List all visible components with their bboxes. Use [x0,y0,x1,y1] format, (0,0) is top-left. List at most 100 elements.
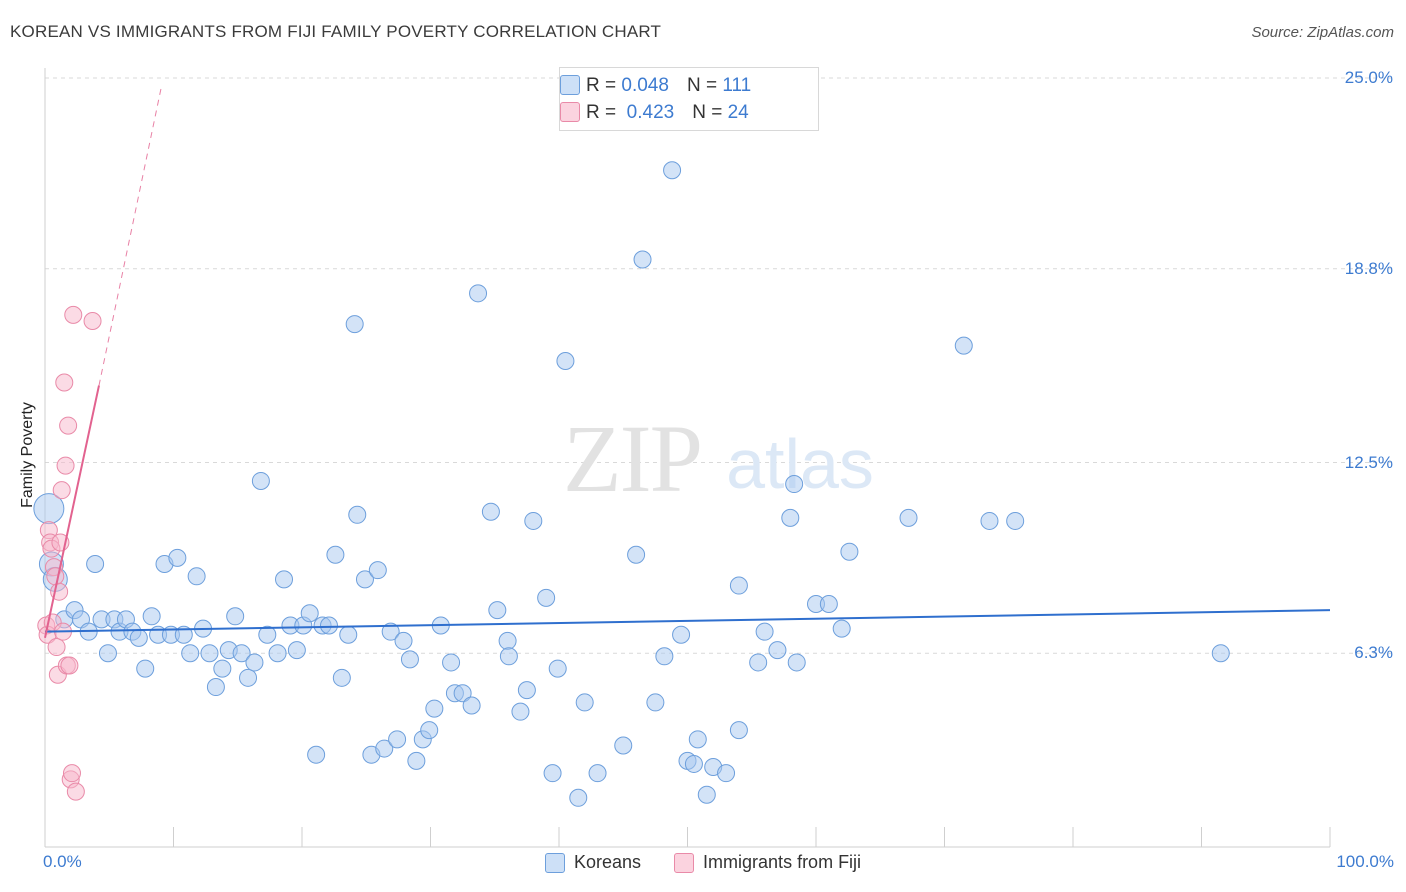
korean-point-33 [251,471,270,490]
korean-point-21 [174,625,193,644]
fiji-trend-line [44,385,100,639]
korean-point-40 [300,604,319,623]
korean-point-80 [588,764,607,783]
y-tick-label-1: 12.5% [1344,452,1393,472]
koreans-legend-label: Koreans [574,852,642,872]
korean-point-56 [400,650,419,669]
korean-point-60 [425,699,444,718]
korean-point-41 [307,745,326,764]
korean-point-95 [729,576,748,595]
korean-point-86 [663,161,682,180]
korean-point-74 [537,588,556,607]
korean-point-77 [556,351,575,370]
legend-item-fiji[interactable]: Immigrants from Fiji [674,852,861,873]
n-label: N = [692,102,723,123]
stats-row-fiji: R = 0.423 N = 24 [560,101,749,125]
korean-point-110 [1211,644,1230,663]
korean-point-35 [268,644,287,663]
korean-point-99 [781,508,800,527]
korean-point-59 [420,721,439,740]
fiji-legend-swatch [674,852,695,873]
fiji-legend-label: Immigrants from Fiji [703,852,862,872]
korean-point-78 [569,788,588,807]
korean-point-81 [614,736,633,755]
korean-point-83 [633,250,652,269]
gridlines [45,77,1392,654]
watermark-zip: ZIP [563,405,701,512]
fiji-point-8 [47,638,66,657]
korean-point-69 [498,631,517,650]
korean-point-29 [226,607,245,626]
korean-point-30 [232,644,251,663]
fiji-n-value: 24 [727,102,749,123]
legend-item-koreans[interactable]: Koreans [545,852,641,873]
korean-point-20 [168,548,187,567]
koreans-r-value: 0.048 [621,75,669,96]
r-label: R = [586,102,617,123]
korean-point-68 [488,601,507,620]
watermark-atlas: atlas [726,425,874,503]
korean-point-96 [749,653,768,672]
korean-point-44 [326,545,345,564]
korean-point-45 [332,668,351,687]
fiji-point-18 [60,656,79,675]
chart-title: KOREAN VS IMMIGRANTS FROM FIJI FAMILY PO… [10,22,662,41]
korean-point-87 [672,625,691,644]
korean-point-105 [840,542,859,561]
y-tick-label-0: 6.3% [1354,643,1393,663]
korean-point-64 [453,684,472,703]
korean-trend-line [44,609,1331,633]
korean-point-108 [980,511,999,530]
y-tick-label-3: 25.0% [1344,68,1393,87]
fiji-point-17 [59,416,78,435]
korean-point-106 [899,508,918,527]
series-legend: Koreans Immigrants from Fiji [545,852,894,873]
stats-row-koreans: R = 0.048 N = 111 [560,74,752,98]
korean-point-85 [655,647,674,666]
korean-point-82 [627,545,646,564]
korean-point-70 [499,647,518,666]
korean-point-36 [275,570,294,589]
n-label: N = [686,75,718,96]
korean-point-109 [1006,511,1025,530]
r-label: R = [586,75,617,96]
korean-point-46 [339,625,358,644]
korean-point-71 [511,702,530,721]
korean-point-7 [86,555,105,574]
korean-point-84 [646,693,665,712]
korean-point-66 [469,284,488,303]
korean-point-104 [832,619,851,638]
korean-point-31 [239,668,258,687]
fiji-point-20 [62,764,81,783]
korean-point-67 [481,502,500,521]
korean-point-75 [543,764,562,783]
stats-legend: R = 0.048 N = 111 R = 0.423 N = 24 [559,67,819,131]
fiji-trend-extension [98,84,163,386]
korean-point-48 [348,505,367,524]
korean-point-93 [717,764,736,783]
korean-point-14 [129,628,148,647]
fiji-r-value: 0.423 [626,102,675,123]
korean-point-49 [355,570,374,589]
korean-point-9 [98,644,117,663]
korean-point-55 [394,631,413,650]
korean-point-98 [768,641,787,660]
korean-point-90 [688,730,707,749]
axes [44,68,1331,848]
korean-point-72 [517,681,536,700]
korean-point-25 [200,644,219,663]
korean-point-62 [442,653,461,672]
korean-point-73 [524,511,543,530]
fiji-point-21 [64,305,83,324]
trend-lines [44,84,1331,639]
korean-point-54 [388,730,407,749]
koreans-swatch [560,75,580,95]
koreans-n-value: 111 [722,75,752,96]
source-credit: Source: ZipAtlas.com [1251,24,1394,41]
korean-point-91 [697,785,716,804]
data-points [33,161,1230,807]
fiji-point-7 [46,567,65,586]
koreans-legend-swatch [545,852,565,873]
korean-point-23 [187,567,206,586]
korean-point-47 [345,315,364,334]
